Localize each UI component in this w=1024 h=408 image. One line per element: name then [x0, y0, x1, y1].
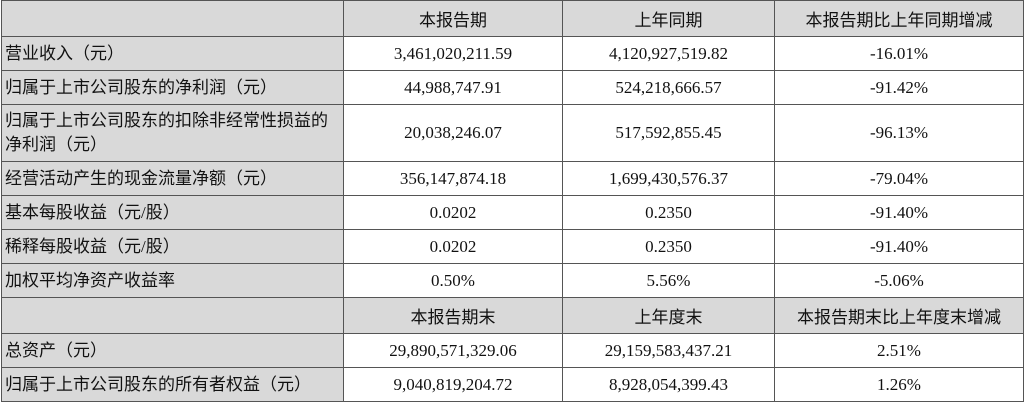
column-header-change: 本报告期末比上年度末增减 — [774, 297, 1024, 334]
column-header-current: 本报告期 — [343, 0, 563, 37]
prior-value: 517,592,855.45 — [562, 104, 775, 162]
prior-value: 524,218,666.57 — [562, 70, 775, 105]
row-label: 归属于上市公司股东的所有者权益（元） — [1, 367, 344, 402]
change-value: 1.26% — [774, 367, 1024, 402]
header-row: 本报告期 上年同期 本报告期比上年同期增减 — [1, 0, 1024, 37]
row-label: 营业收入（元） — [1, 36, 344, 71]
table-row: 基本每股收益（元/股） 0.0202 0.2350 -91.40% — [1, 195, 1024, 230]
column-header-change: 本报告期比上年同期增减 — [774, 0, 1024, 37]
prior-value: 8,928,054,399.43 — [562, 367, 775, 402]
row-label: 总资产（元） — [1, 333, 344, 368]
current-value: 3,461,020,211.59 — [343, 36, 563, 71]
current-value: 44,988,747.91 — [343, 70, 563, 105]
table-row: 总资产（元） 29,890,571,329.06 29,159,583,437.21… — [1, 333, 1024, 368]
change-value: -96.13% — [774, 104, 1024, 162]
current-value: 20,038,246.07 — [343, 104, 563, 162]
table-row: 归属于上市公司股东的所有者权益（元） 9,040,819,204.72 8,928,… — [1, 367, 1024, 402]
row-label: 加权平均净资产收益率 — [1, 263, 344, 298]
change-value: -91.40% — [774, 195, 1024, 230]
prior-value: 5.56% — [562, 263, 775, 298]
current-value: 9,040,819,204.72 — [343, 367, 563, 402]
row-label: 基本每股收益（元/股） — [1, 195, 344, 230]
current-value: 29,890,571,329.06 — [343, 333, 563, 368]
prior-value: 29,159,583,437.21 — [562, 333, 775, 368]
column-header-label — [1, 0, 344, 37]
table-row: 稀释每股收益（元/股） 0.0202 0.2350 -91.40% — [1, 229, 1024, 264]
change-value: -79.04% — [774, 161, 1024, 196]
change-value: -5.06% — [774, 263, 1024, 298]
row-label: 归属于上市公司股东的扣除非经常性损益的净利润（元） — [1, 104, 344, 162]
row-label: 经营活动产生的现金流量净额（元） — [1, 161, 344, 196]
prior-value: 0.2350 — [562, 195, 775, 230]
current-value: 0.0202 — [343, 229, 563, 264]
table-row: 归属于上市公司股东的扣除非经常性损益的净利润（元） 20,038,246.07 51… — [1, 104, 1024, 162]
current-value: 0.0202 — [343, 195, 563, 230]
table-row: 营业收入（元） 3,461,020,211.59 4,120,927,519.82-… — [1, 36, 1024, 71]
column-header-current: 本报告期末 — [343, 297, 563, 334]
prior-value: 0.2350 — [562, 229, 775, 264]
change-value: -16.01% — [774, 36, 1024, 71]
current-value: 0.50% — [343, 263, 563, 298]
change-value: -91.40% — [774, 229, 1024, 264]
prior-value: 1,699,430,576.37 — [562, 161, 775, 196]
column-header-prior: 上年度末 — [562, 297, 775, 334]
row-label: 稀释每股收益（元/股） — [1, 229, 344, 264]
change-value: -91.42% — [774, 70, 1024, 105]
change-value: 2.51% — [774, 333, 1024, 368]
table-row: 归属于上市公司股东的净利润（元） 44,988,747.91 524,218,666… — [1, 70, 1024, 105]
current-value: 356,147,874.18 — [343, 161, 563, 196]
header-row: 本报告期末 上年度末 本报告期末比上年度末增减 — [1, 297, 1024, 334]
prior-value: 4,120,927,519.82 — [562, 36, 775, 71]
table-row: 经营活动产生的现金流量净额（元） 356,147,874.18 1,699,430,… — [1, 161, 1024, 196]
row-label: 归属于上市公司股东的净利润（元） — [1, 70, 344, 105]
table-row: 加权平均净资产收益率 0.50% 5.56% -5.06% — [1, 263, 1024, 298]
column-header-label — [1, 297, 344, 334]
column-header-prior: 上年同期 — [562, 0, 775, 37]
